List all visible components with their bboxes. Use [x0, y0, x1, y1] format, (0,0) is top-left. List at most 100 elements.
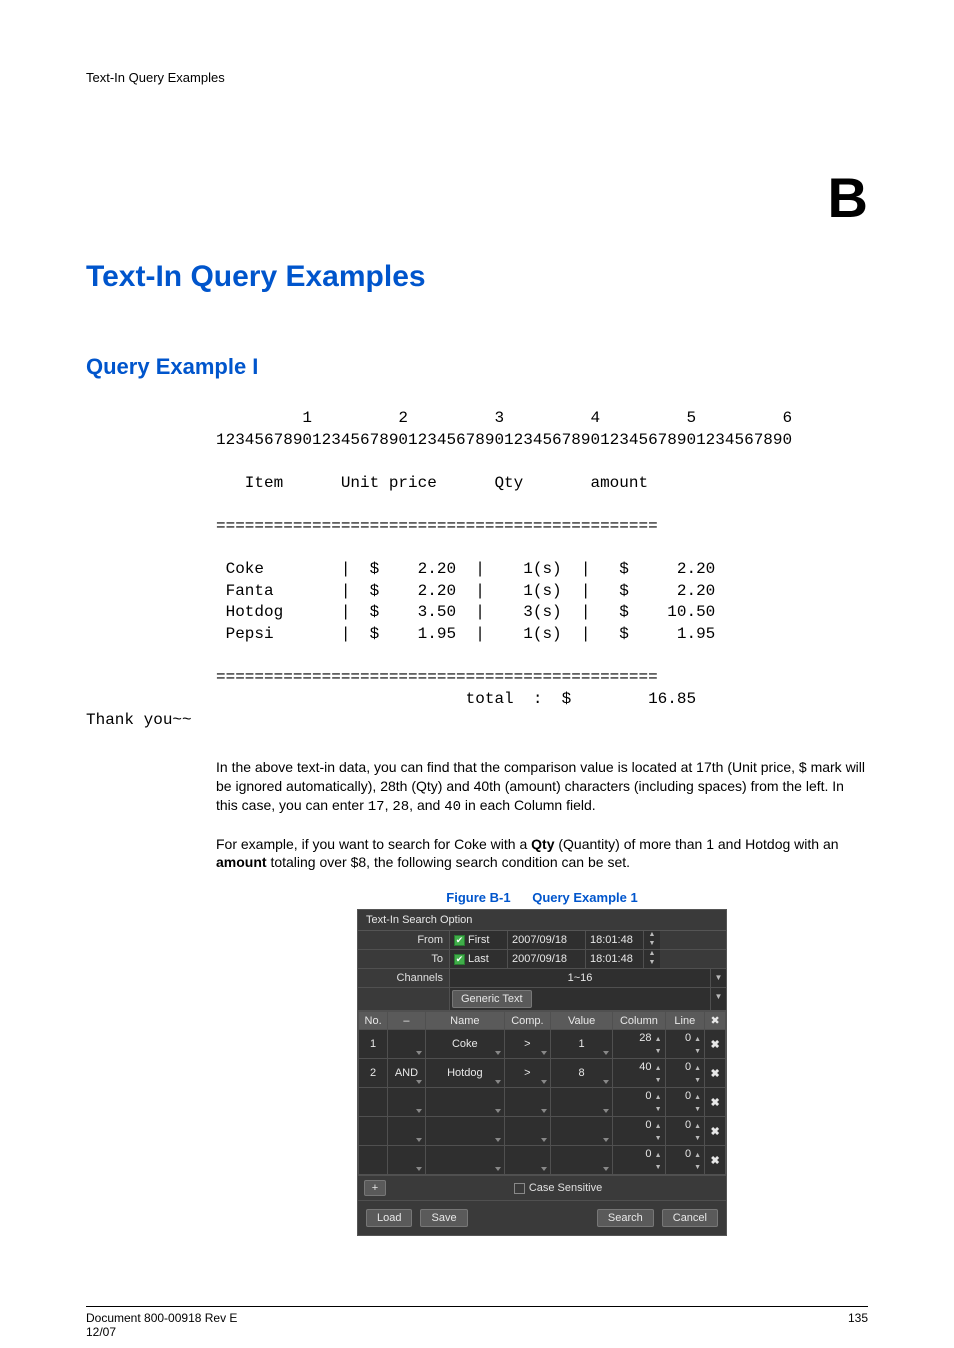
col-logic: – — [388, 1012, 426, 1030]
cell-value[interactable] — [550, 1117, 613, 1146]
cell-logic[interactable] — [388, 1088, 426, 1117]
cell-value[interactable] — [550, 1146, 613, 1175]
ruler-units: 1234567890123456789012345678901234567890… — [216, 431, 792, 449]
device-dropdown-icon[interactable]: ▼ — [710, 988, 726, 1010]
paragraph-2: For example, if you want to search for C… — [216, 835, 868, 873]
ruler-tens: 1 2 3 4 5 6 — [216, 409, 792, 427]
cell-line[interactable]: 0 ▲▼ — [665, 1030, 705, 1059]
case-sensitive-label: Case Sensitive — [529, 1182, 602, 1194]
delete-row-icon[interactable]: ✖ — [705, 1059, 726, 1088]
receipt-sep-top: ========================================… — [216, 517, 658, 535]
cancel-button[interactable]: Cancel — [662, 1209, 718, 1227]
col-name: Name — [425, 1012, 504, 1030]
col-column: Column — [613, 1012, 665, 1030]
cell-logic[interactable] — [388, 1117, 426, 1146]
case-sensitive-checkbox[interactable]: Case Sensitive — [396, 1182, 720, 1194]
device-label — [358, 988, 450, 1010]
channels-row: Channels 1~16 ▼ — [358, 969, 726, 988]
figure-title: Query Example 1 — [532, 890, 638, 905]
cell-comp[interactable] — [504, 1117, 550, 1146]
cell-comp[interactable] — [504, 1146, 550, 1175]
delete-row-icon[interactable]: ✖ — [705, 1146, 726, 1175]
section-title: Query Example I — [86, 354, 868, 380]
cell-value[interactable]: 8 — [550, 1059, 613, 1088]
footer-page-number: 135 — [848, 1311, 868, 1339]
footer-doc-id: Document 800-00918 Rev E — [86, 1311, 237, 1325]
cell-value[interactable] — [550, 1088, 613, 1117]
para1-c: , and — [409, 797, 444, 813]
cell-name[interactable] — [425, 1088, 504, 1117]
para2-a: For example, if you want to search for C… — [216, 836, 531, 852]
save-button[interactable]: Save — [420, 1209, 467, 1227]
from-label: From — [358, 931, 450, 949]
cell-column[interactable]: 40 ▲▼ — [613, 1059, 665, 1088]
first-checkbox[interactable]: ✔ First — [450, 931, 508, 949]
cell-no — [359, 1117, 388, 1146]
channels-value[interactable]: 1~16 — [450, 969, 710, 987]
table-row: 0 ▲▼0 ▲▼✖ — [359, 1088, 726, 1117]
from-row: From ✔ First 2007/09/18 18:01:48 ▲▼ — [358, 931, 726, 950]
channels-dropdown-icon[interactable]: ▼ — [710, 969, 726, 987]
cell-no: 2 — [359, 1059, 388, 1088]
delete-row-icon[interactable]: ✖ — [705, 1117, 726, 1146]
search-dialog: Text-In Search Option From ✔ First 2007/… — [357, 909, 727, 1236]
para2-bold1: Qty — [531, 836, 554, 852]
cell-name[interactable]: Hotdog — [425, 1059, 504, 1088]
delete-row-icon[interactable]: ✖ — [705, 1088, 726, 1117]
to-date[interactable]: 2007/09/18 — [508, 950, 586, 968]
cell-column[interactable]: 0 ▲▼ — [613, 1088, 665, 1117]
cell-column[interactable]: 0 ▲▼ — [613, 1117, 665, 1146]
search-button[interactable]: Search — [597, 1209, 654, 1227]
cell-column[interactable]: 0 ▲▼ — [613, 1146, 665, 1175]
to-label: To — [358, 950, 450, 968]
paragraph-1: In the above text-in data, you can find … — [216, 758, 868, 817]
cell-value[interactable]: 1 — [550, 1030, 613, 1059]
para2-bold2: amount — [216, 854, 267, 870]
col-value: Value — [550, 1012, 613, 1030]
receipt-row: Fanta | $ 2.20 | 1(s) | $ 2.20 — [216, 582, 715, 600]
col-no: No. — [359, 1012, 388, 1030]
check-icon: ✔ — [454, 935, 465, 946]
cell-line[interactable]: 0 ▲▼ — [665, 1117, 705, 1146]
cell-line[interactable]: 0 ▲▼ — [665, 1146, 705, 1175]
last-checkbox[interactable]: ✔ Last — [450, 950, 508, 968]
channels-label: Channels — [358, 969, 450, 987]
running-header: Text-In Query Examples — [86, 70, 868, 85]
para2-c: totaling over $8, the following search c… — [267, 854, 630, 870]
para2-b: (Quantity) of more than 1 and Hotdog wit… — [554, 836, 838, 852]
cell-comp[interactable]: > — [504, 1030, 550, 1059]
from-spinner[interactable]: ▲▼ — [644, 931, 660, 949]
table-row: 0 ▲▼0 ▲▼✖ — [359, 1117, 726, 1146]
para1-code3: 40 — [444, 799, 461, 815]
first-label: First — [468, 934, 489, 946]
to-row: To ✔ Last 2007/09/18 18:01:48 ▲▼ — [358, 950, 726, 969]
cell-column[interactable]: 28 ▲▼ — [613, 1030, 665, 1059]
cell-name[interactable] — [425, 1146, 504, 1175]
to-time[interactable]: 18:01:48 — [586, 950, 644, 968]
cell-name[interactable] — [425, 1117, 504, 1146]
from-time[interactable]: 18:01:48 — [586, 931, 644, 949]
add-row-button[interactable]: + — [364, 1180, 386, 1196]
cell-comp[interactable]: > — [504, 1059, 550, 1088]
receipt-row: Hotdog | $ 3.50 | 3(s) | $ 10.50 — [216, 603, 715, 621]
cell-line[interactable]: 0 ▲▼ — [665, 1088, 705, 1117]
dialog-title: Text-In Search Option — [358, 910, 726, 931]
table-row: 2ANDHotdog>840 ▲▼0 ▲▼✖ — [359, 1059, 726, 1088]
table-row: 0 ▲▼0 ▲▼✖ — [359, 1146, 726, 1175]
cell-line[interactable]: 0 ▲▼ — [665, 1059, 705, 1088]
from-date[interactable]: 2007/09/18 — [508, 931, 586, 949]
cell-logic[interactable] — [388, 1030, 426, 1059]
cell-logic[interactable]: AND — [388, 1059, 426, 1088]
load-button[interactable]: Load — [366, 1209, 412, 1227]
col-comp: Comp. — [504, 1012, 550, 1030]
figure-caption: Figure B-1 Query Example 1 — [216, 890, 868, 905]
page-footer: Document 800-00918 Rev E 12/07 135 — [86, 1306, 868, 1339]
receipt-row: Pepsi | $ 1.95 | 1(s) | $ 1.95 — [216, 625, 715, 643]
cell-logic[interactable] — [388, 1146, 426, 1175]
cell-name[interactable]: Coke — [425, 1030, 504, 1059]
cell-comp[interactable] — [504, 1088, 550, 1117]
receipt-total: total : $ 16.85 — [216, 690, 696, 708]
device-value[interactable]: Generic Text — [452, 990, 532, 1008]
to-spinner[interactable]: ▲▼ — [644, 950, 660, 968]
delete-row-icon[interactable]: ✖ — [705, 1030, 726, 1059]
